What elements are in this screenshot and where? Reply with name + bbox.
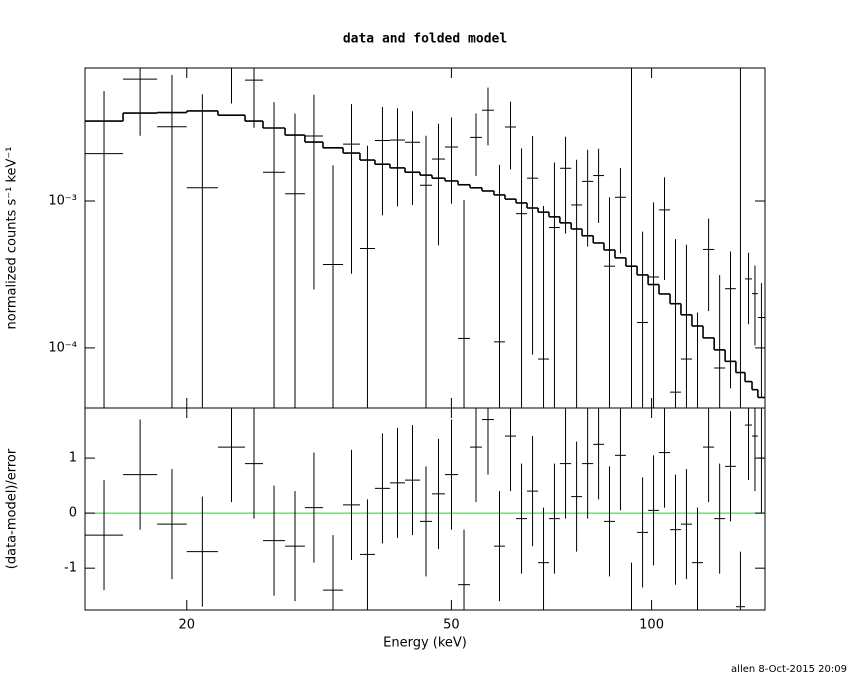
y-tick-label: 10⁻³	[48, 193, 77, 208]
x-axis-label: Energy (keV)	[383, 636, 467, 651]
y-tick-label: 10⁻⁴	[48, 340, 77, 355]
y-axis-label: normalized counts s⁻¹ keV⁻¹	[5, 147, 20, 330]
frame	[84, 67, 766, 409]
top-panel	[85, 68, 765, 408]
footer: allen 8-Oct-2015 20:09	[731, 664, 847, 675]
y-axis-label: (data-model)/error	[5, 448, 20, 569]
y-tick-label: 0	[69, 506, 77, 521]
bottom-panel	[85, 408, 765, 610]
y-tick-label: 1	[69, 451, 77, 466]
y-tick-label: -1	[64, 561, 77, 576]
x-tick-label: 100	[639, 618, 664, 633]
x-tick-label: 50	[443, 618, 460, 633]
frame	[84, 407, 766, 611]
x-tick-label: 20	[178, 618, 195, 633]
chart-title: data and folded model	[343, 32, 507, 47]
